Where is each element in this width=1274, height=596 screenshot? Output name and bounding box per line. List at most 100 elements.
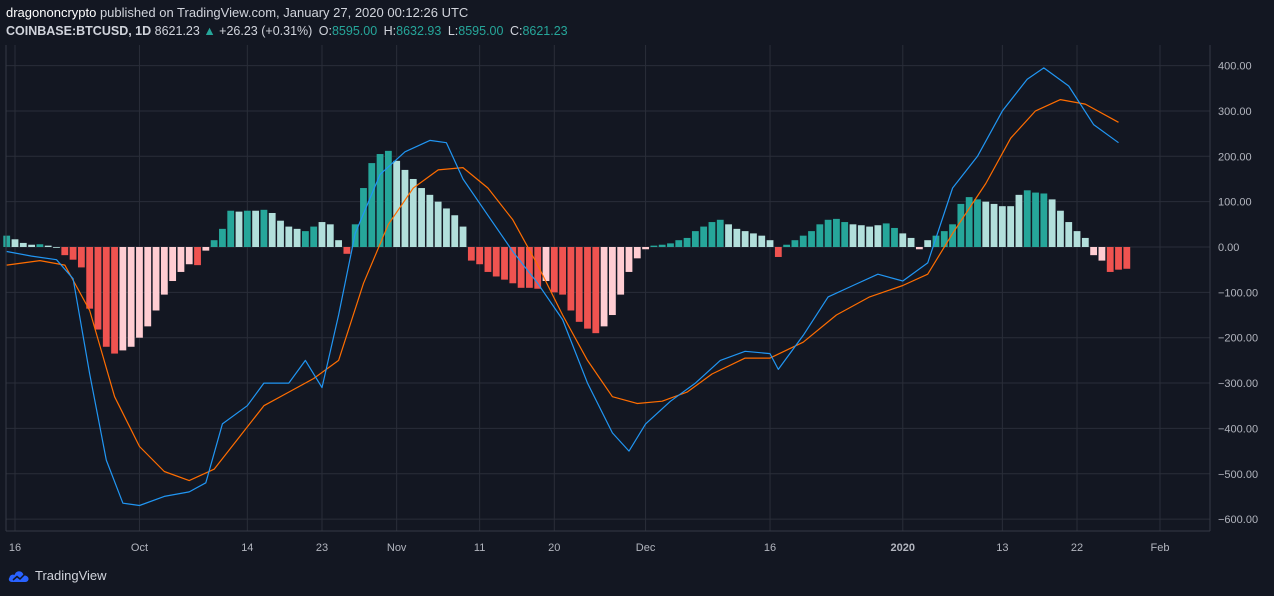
histogram-bar xyxy=(476,247,484,265)
y-tick-label: −600.00 xyxy=(1218,514,1258,526)
histogram-bar xyxy=(1098,247,1106,261)
histogram-bar xyxy=(335,240,342,247)
tradingview-logo[interactable]: TradingView xyxy=(8,568,107,583)
histogram-bar xyxy=(691,231,699,247)
histogram-bar xyxy=(36,244,44,247)
high-value: 8632.93 xyxy=(396,24,442,38)
histogram-bar xyxy=(1032,192,1039,247)
histogram-bar xyxy=(783,244,791,247)
symbol-label[interactable]: COINBASE:BTCUSD, 1D xyxy=(6,24,152,38)
histogram-bar xyxy=(1015,194,1023,247)
histogram-bar xyxy=(559,247,567,295)
y-tick-label: 300.00 xyxy=(1218,106,1252,118)
histogram-bar xyxy=(219,228,226,247)
y-tick-label: 400.00 xyxy=(1218,61,1252,73)
histogram-bar xyxy=(816,224,824,247)
histogram-bar xyxy=(1081,237,1089,247)
quote-line: COINBASE:BTCUSD, 1D 8621.23 ▲ +26.23 (+0… xyxy=(6,22,568,40)
y-tick-label: −500.00 xyxy=(1218,469,1258,481)
histogram-bar xyxy=(127,247,135,347)
histogram-bar xyxy=(368,163,376,247)
x-tick-label: Dec xyxy=(636,542,656,554)
histogram-bar xyxy=(924,240,932,247)
open-label: O: xyxy=(318,24,332,38)
histogram-bar xyxy=(608,247,616,316)
publish-info: published on TradingView.com, January 27… xyxy=(96,5,469,20)
histogram-bar xyxy=(857,225,865,247)
histogram-bar xyxy=(326,224,334,247)
open-value: 8595.00 xyxy=(331,24,378,38)
histogram-bar xyxy=(111,247,118,354)
y-tick-label: −200.00 xyxy=(1218,333,1258,345)
histogram-bar xyxy=(418,188,425,247)
histogram-bar xyxy=(144,247,152,327)
histogram-bar xyxy=(733,228,741,247)
histogram-bar xyxy=(1040,193,1048,247)
histogram-bar xyxy=(882,223,890,247)
histogram-bar xyxy=(119,247,127,351)
y-tick-label: 200.00 xyxy=(1218,151,1252,163)
histogram-bar xyxy=(252,210,260,247)
histogram-bar xyxy=(443,208,450,247)
x-tick-label: Nov xyxy=(387,542,407,554)
histogram-bar xyxy=(28,244,35,247)
histogram-bar xyxy=(227,210,235,247)
histogram-bar xyxy=(808,231,815,247)
histogram-bar xyxy=(667,243,674,247)
histogram-bar xyxy=(44,245,52,247)
x-tick-label: 2020 xyxy=(891,542,915,554)
histogram-bar xyxy=(343,247,351,254)
histogram-bar xyxy=(501,247,508,280)
histogram-bar xyxy=(526,247,533,288)
author-name[interactable]: dragononcrypto xyxy=(6,5,97,20)
histogram-bar xyxy=(675,240,683,247)
histogram-bar xyxy=(1023,190,1031,247)
histogram-bar xyxy=(293,228,301,247)
histogram-bar xyxy=(841,222,849,247)
x-tick-label: 22 xyxy=(1071,542,1083,554)
histogram-bar xyxy=(725,224,732,247)
histogram-bar xyxy=(376,154,384,247)
histogram-bar xyxy=(1123,247,1131,269)
x-tick-label: 14 xyxy=(241,542,253,554)
histogram-bar xyxy=(19,242,27,247)
brand-name: TradingView xyxy=(35,568,107,583)
time-axis[interactable]: 16 Oct 14 23 Nov 11 20 Dec 16 2020 13 22 Feb xyxy=(9,542,1170,554)
histogram-bar xyxy=(152,247,160,311)
histogram-bar xyxy=(1057,210,1064,247)
histogram-bar xyxy=(874,225,882,247)
histogram-bar xyxy=(915,247,923,250)
histogram-bar xyxy=(11,239,19,247)
histogram-bar xyxy=(1106,247,1114,272)
x-tick-label: 20 xyxy=(548,542,560,554)
histogram-bar xyxy=(683,237,691,247)
histogram-bar xyxy=(833,218,840,247)
histogram-bar xyxy=(169,247,177,282)
histogram-bar xyxy=(766,240,774,247)
histogram-bar xyxy=(434,201,442,247)
histogram-bar xyxy=(542,247,550,282)
histogram-bar xyxy=(1115,247,1122,270)
histogram-bar xyxy=(235,211,243,247)
histogram-bar xyxy=(360,188,367,247)
macd-lines xyxy=(6,67,1119,507)
histogram-bar xyxy=(534,247,542,289)
histogram-bar xyxy=(1065,222,1073,247)
histogram-bar xyxy=(194,247,201,266)
histogram-bar xyxy=(849,224,857,247)
price-axis[interactable]: 400.00 300.00 200.00 100.00 0.00 −100.00 −200.… xyxy=(1218,61,1258,526)
histogram-bar xyxy=(550,247,558,293)
histogram-bar xyxy=(94,247,102,330)
histogram-bar xyxy=(277,220,284,247)
histogram-bar xyxy=(451,215,459,247)
x-tick-label: 16 xyxy=(9,542,21,554)
histogram-bar xyxy=(982,201,990,247)
histogram-bar xyxy=(509,247,517,284)
histogram-bar xyxy=(69,247,77,260)
histogram-bar xyxy=(318,222,326,247)
histogram-bar xyxy=(650,245,658,247)
histogram-bar xyxy=(409,178,417,247)
histogram-bar xyxy=(990,203,998,247)
histogram-bar xyxy=(758,235,766,247)
